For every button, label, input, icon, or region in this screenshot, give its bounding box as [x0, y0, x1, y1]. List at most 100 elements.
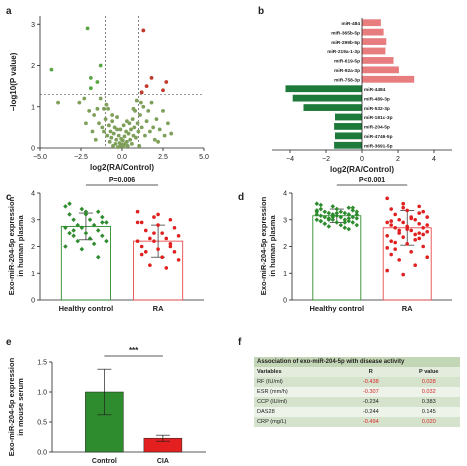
y-tick-label-a: 2: [31, 63, 35, 70]
data-point-d: [350, 214, 356, 220]
volcano-point: [116, 133, 121, 138]
volcano-point: [157, 127, 162, 132]
bar-label-b: miR-4484: [364, 87, 386, 93]
data-point-d: [401, 205, 406, 210]
data-point-c: [139, 252, 144, 257]
table-row: CCP (IU/ml) -0.234 0.383: [254, 397, 460, 407]
significance-label-c: P=0.006: [109, 177, 135, 184]
x-tick-label-e: CIA: [157, 458, 169, 465]
data-point-d: [342, 220, 348, 225]
data-point-d: [350, 220, 356, 225]
volcano-point: [135, 121, 140, 126]
y-tick-label-c: 3: [31, 217, 35, 224]
bar-b: [362, 38, 387, 45]
data-point-d: [354, 216, 360, 221]
volcano-point: [103, 117, 108, 122]
data-point-c: [87, 217, 93, 223]
volcano-point: [87, 108, 92, 113]
data-point-d: [425, 229, 430, 234]
data-point-d: [326, 210, 332, 216]
x-tick-label-b: 4: [432, 156, 436, 163]
volcano-point: [98, 63, 103, 68]
table-cell: CRP (mg/L): [254, 417, 344, 427]
volcano-point: [125, 144, 130, 148]
data-point-c: [71, 217, 76, 223]
y-tick-label-d: 2: [283, 244, 287, 251]
y-label-c: Exo-miR-204-5p expression: [7, 196, 16, 295]
volcano-point: [122, 134, 127, 139]
volcano-point: [130, 117, 135, 122]
table-cell: DAS28: [254, 407, 344, 417]
data-point-c: [168, 242, 173, 246]
volcano-point: [120, 138, 125, 143]
data-point-c: [135, 209, 140, 214]
volcano-point: [106, 106, 110, 111]
bar-b: [362, 57, 394, 64]
bar-b: [335, 132, 362, 140]
data-point-d: [425, 255, 430, 259]
table-row: DAS28 -0.244 0.145: [254, 407, 460, 417]
volcano-point: [154, 117, 159, 122]
data-point-d: [417, 221, 422, 226]
data-point-c: [71, 228, 76, 233]
volcano-point: [139, 90, 144, 95]
data-point-d: [385, 234, 390, 238]
y-label-e-2: in mouse serum: [16, 378, 25, 436]
data-point-d: [409, 216, 414, 221]
data-point-c: [160, 255, 164, 259]
volcano-point: [138, 100, 143, 105]
data-point-d: [330, 214, 336, 220]
data-point-d: [318, 213, 324, 219]
data-point-c: [176, 258, 181, 262]
volcano-point: [134, 135, 138, 140]
bar-label-b: miR-619-5p: [334, 59, 360, 65]
volcano-point: [114, 137, 119, 142]
table-cell: 0.028: [397, 377, 460, 387]
volcano-point: [108, 129, 113, 134]
bar-b: [292, 94, 362, 102]
volcano-point: [128, 137, 133, 142]
data-point-d: [350, 208, 356, 213]
data-point-c: [95, 254, 101, 260]
data-point-d: [401, 272, 406, 277]
data-point-c: [160, 231, 164, 235]
x-tick-label-b: 0: [360, 156, 364, 163]
data-point-d: [318, 206, 324, 212]
y-tick-label-c: 1: [31, 271, 35, 278]
y-tick-label-c: 4: [31, 191, 35, 198]
x-tick-label-a: 5.0: [199, 154, 209, 161]
table-header-cell: R: [344, 367, 398, 377]
volcano-point: [98, 96, 103, 101]
data-point-d: [354, 212, 360, 217]
data-point-d: [421, 225, 426, 230]
volcano-point: [126, 131, 131, 136]
data-point-c: [152, 215, 156, 219]
x-tick-label-d: RA: [402, 304, 413, 313]
data-point-d: [346, 218, 352, 224]
data-point-d: [417, 211, 422, 215]
data-point-d: [401, 220, 406, 225]
volcano-point: [129, 141, 134, 146]
data-point-d: [421, 244, 426, 249]
y-tick-label-e: 0.5: [37, 420, 47, 427]
volcano-point: [111, 131, 116, 136]
data-point-d: [405, 227, 410, 231]
volcano-point: [95, 80, 100, 84]
data-point-d: [385, 220, 390, 225]
data-point-d: [397, 231, 402, 235]
table-header-cell: Variables: [254, 367, 344, 377]
volcano-point: [136, 129, 141, 134]
bar-b: [285, 85, 362, 93]
data-point-d: [330, 217, 336, 223]
x-tick-label-d: Healthy control: [310, 304, 365, 313]
y-tick-label-a: 1: [31, 104, 35, 111]
data-point-d: [385, 268, 390, 273]
y-tick-label-d: 0: [283, 298, 287, 305]
table-cell: -0.307: [344, 387, 398, 397]
bar-label-b: miR-92a-3p: [334, 68, 360, 74]
x-tick-label-c: RA: [153, 304, 164, 313]
y-tick-label-a: 0: [31, 146, 35, 153]
data-point-c: [172, 250, 177, 254]
data-point-c: [71, 233, 76, 239]
data-point-d: [318, 202, 324, 208]
